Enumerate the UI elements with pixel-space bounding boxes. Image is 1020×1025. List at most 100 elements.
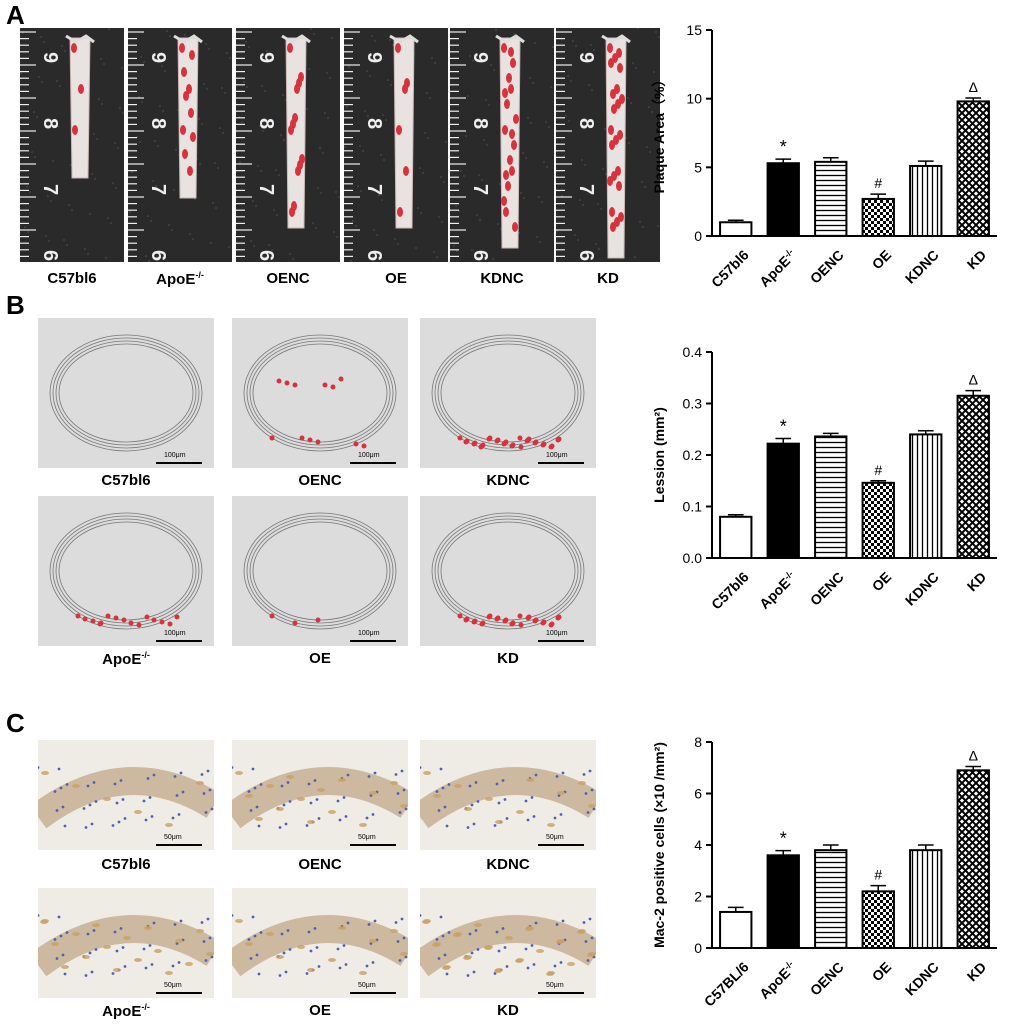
scale-bar-label: 100μm	[164, 452, 186, 459]
scale-bar-label: 50μm	[358, 982, 376, 989]
ihc-section-oenc: 50μm	[232, 740, 408, 850]
bar-oenc	[814, 160, 848, 237]
aorta-photo-label: OENC	[266, 270, 310, 287]
y-tick-label: 15	[686, 22, 702, 38]
aorta-photo-oenc: 9 8 7 6	[236, 28, 340, 262]
ruler-mark: 6	[469, 250, 491, 261]
y-tick-label: 5	[694, 159, 702, 175]
ruler-mark: 6	[575, 250, 597, 261]
aorta-photo-c57bl6: 9 8 7 6	[20, 28, 124, 262]
x-tick-label: C57BL/6	[701, 959, 752, 1010]
significance-marker: #	[874, 175, 882, 191]
aorta-photo-kd: 9 8 7 6	[556, 28, 660, 262]
x-tick-label: C57bl6	[708, 247, 752, 291]
x-tick-label: KDNC	[902, 247, 942, 287]
x-tick-label: KDNC	[902, 959, 942, 999]
section-label: OE	[309, 650, 331, 667]
ruler-mark: 7	[147, 184, 169, 195]
scale-bar	[156, 462, 202, 464]
x-tick-label: ApoE-/-	[756, 959, 799, 1002]
scale-bar-label: 50μm	[164, 982, 182, 989]
y-tick-label: 6	[694, 786, 702, 802]
scale-bar	[350, 640, 396, 642]
bar-oenc	[814, 435, 848, 559]
panel-letter-c: C	[6, 708, 25, 738]
y-tick-label: 0	[694, 940, 702, 956]
bar-kd	[956, 394, 990, 560]
scale-bar-label: 50μm	[546, 982, 564, 989]
bar-oe	[861, 197, 895, 237]
section-label: KD	[497, 1002, 519, 1019]
plaque-area-bar-chart: 0 5 10 15 Plaque Area（%） C57bl6 * ApoE-/- OENC # O…	[651, 22, 997, 291]
bar-kd	[956, 769, 990, 950]
scale-bar-label: 50μm	[164, 834, 182, 841]
mac2-positive-cells-bar-chart: 0 2 4 6 8 Mac-2 positive cells (×10 /mm²) C57B…	[651, 734, 997, 1010]
bar-kdnc	[909, 433, 943, 559]
bar-kdnc	[909, 164, 943, 238]
significance-marker: *	[780, 417, 787, 437]
y-axis-label: Plaque Area（%）	[651, 73, 667, 194]
scale-bar	[538, 992, 584, 994]
ihc-section-apoe: 50μm	[38, 888, 214, 998]
y-tick-label: 0.3	[683, 396, 703, 412]
oil-red-section-oenc: 100μm	[232, 318, 408, 468]
section-label: C57bl6	[101, 472, 151, 489]
oil-red-section-kd: 100μm	[420, 496, 596, 646]
ruler-mark: 8	[575, 118, 597, 129]
section-label: KDNC	[486, 856, 530, 873]
ihc-section-oe: 50μm	[232, 888, 408, 998]
ruler-mark: 9	[363, 52, 385, 63]
scale-bar-label: 100μm	[546, 630, 568, 637]
y-tick-label: 4	[694, 837, 702, 853]
x-tick-label: OE	[869, 959, 895, 985]
bar-apoe	[766, 854, 800, 949]
x-tick-label: KDNC	[902, 569, 942, 609]
x-tick-label: OENC	[807, 247, 847, 287]
section-label: OE	[309, 1002, 331, 1019]
bar-c57bl6	[719, 515, 753, 560]
scale-bar	[350, 844, 396, 846]
ruler-mark: 9	[147, 52, 169, 63]
scale-bar	[156, 640, 202, 642]
y-tick-label: 10	[686, 91, 702, 107]
bar-oe	[861, 890, 895, 950]
oil-red-section-c57bl6: 100μm	[38, 318, 214, 468]
x-tick-label: OENC	[807, 569, 847, 609]
y-axis-label: Lession (mm²)	[651, 407, 667, 503]
x-tick-label: KD	[964, 959, 990, 985]
section-label: OENC	[298, 472, 342, 489]
significance-marker: *	[780, 829, 787, 849]
y-tick-label: 2	[694, 889, 702, 905]
y-tick-label: 0	[694, 228, 702, 244]
oil-red-section-oe: 100μm	[232, 496, 408, 646]
aorta-photo-label: ApoE-/-	[156, 270, 204, 288]
ihc-section-kdnc: 50μm	[420, 740, 596, 850]
ruler-mark: 7	[363, 184, 385, 195]
section-label: ApoE-/-	[102, 1002, 150, 1020]
scale-bar	[538, 462, 584, 464]
aorta-photo-label: KDNC	[480, 270, 524, 287]
section-label: KDNC	[486, 472, 530, 489]
aorta-photo-oe: 9 8 7 6	[344, 28, 448, 262]
panel-letter-b: B	[6, 290, 25, 320]
scale-bar	[538, 844, 584, 846]
panel-letter-a: A	[6, 0, 25, 30]
aorta-photo-label: OE	[385, 270, 407, 287]
significance-marker: *	[780, 137, 787, 157]
y-tick-label: 0.4	[683, 344, 703, 360]
bar-c57bl6	[719, 910, 753, 949]
y-tick-label: 0.2	[683, 447, 703, 463]
scale-bar	[538, 640, 584, 642]
y-tick-label: 8	[694, 734, 702, 750]
scale-bar	[156, 844, 202, 846]
scale-bar	[350, 992, 396, 994]
significance-marker: Δ	[969, 79, 978, 95]
ihc-section-kd: 50μm	[420, 888, 596, 998]
significance-marker: Δ	[969, 372, 978, 388]
ruler-mark: 8	[147, 118, 169, 129]
ruler-mark: 9	[575, 52, 597, 63]
ruler-mark: 8	[469, 118, 491, 129]
section-label: KD	[497, 650, 519, 667]
scale-bar-label: 100μm	[358, 452, 380, 459]
oil-red-section-kdnc: 100μm	[420, 318, 596, 468]
